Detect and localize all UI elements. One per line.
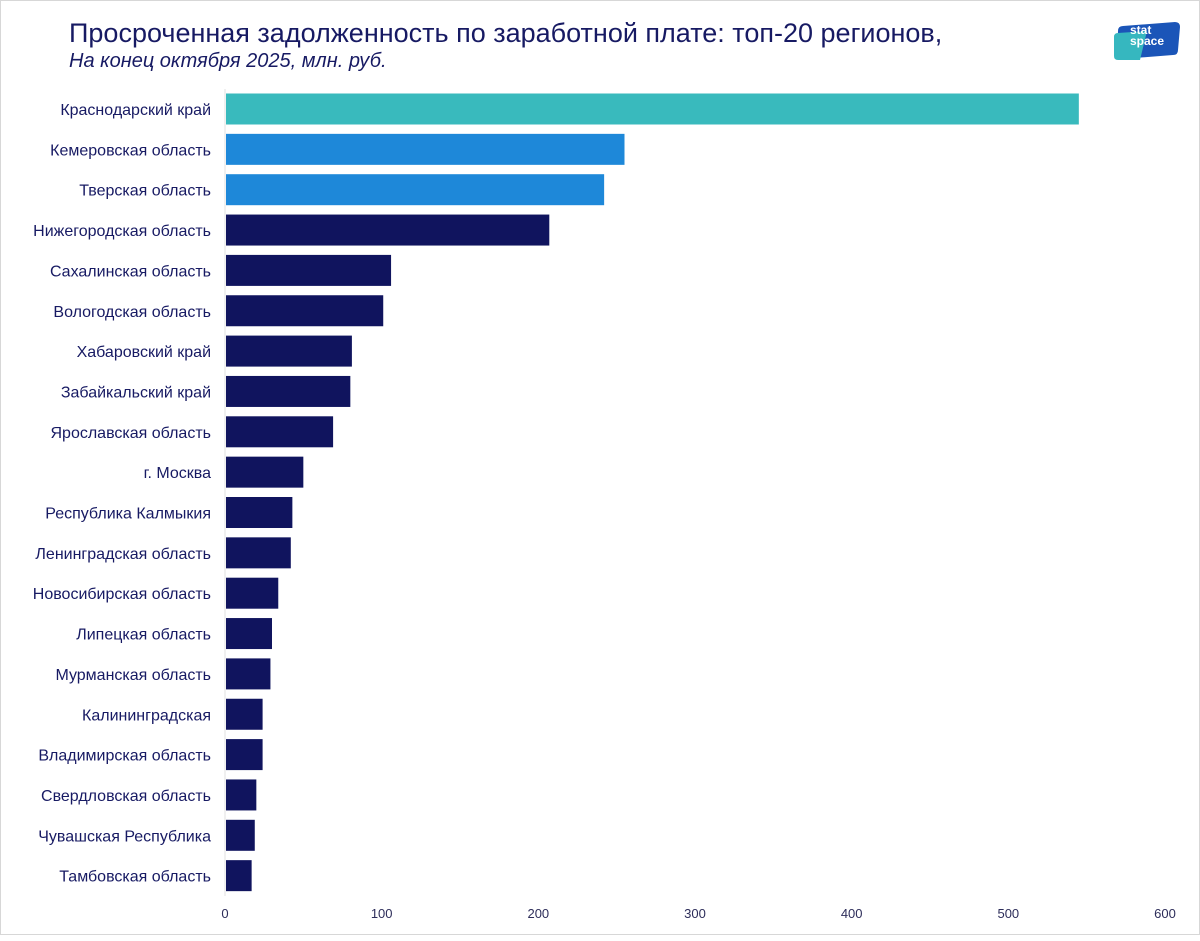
chart-subtitle: На конец октября 2025, млн. руб. xyxy=(69,50,387,72)
category-label-11: Республика Калмыкия xyxy=(45,506,211,523)
bar-15 xyxy=(226,658,271,690)
bar-4 xyxy=(226,214,550,246)
x-tick-label-200: 200 xyxy=(527,906,549,921)
bar-16 xyxy=(226,698,263,730)
bar-20 xyxy=(226,860,252,892)
category-label-7: Хабаровский край xyxy=(77,344,211,361)
bar-14 xyxy=(226,618,272,650)
bar-18 xyxy=(226,779,257,811)
x-tick-label-300: 300 xyxy=(684,906,706,921)
category-label-15: Мурманская область xyxy=(55,667,211,684)
category-label-19: Чувашская Республика xyxy=(38,828,211,845)
category-label-10: г. Москва xyxy=(144,465,212,482)
category-label-16: Калининградская xyxy=(82,707,211,724)
category-label-12: Ленинградская область xyxy=(35,546,211,563)
bar-2 xyxy=(226,133,625,165)
bar-8 xyxy=(226,375,351,407)
bar-19 xyxy=(226,819,255,851)
category-label-3: Тверская область xyxy=(79,183,211,200)
category-label-13: Новосибирская область xyxy=(33,586,211,603)
logo-line-1: stat xyxy=(1130,23,1152,37)
category-label-5: Сахалинская область xyxy=(50,263,211,280)
bar-1 xyxy=(226,93,1079,125)
bar-3 xyxy=(226,174,605,206)
bar-6 xyxy=(226,295,384,327)
category-label-18: Свердловская область xyxy=(41,788,211,805)
x-tick-label-0: 0 xyxy=(221,906,228,921)
category-label-1: Краснодарский край xyxy=(60,102,211,119)
x-tick-label-600: 600 xyxy=(1154,906,1176,921)
category-label-6: Вологодская область xyxy=(53,304,211,321)
category-label-2: Кемеровская область xyxy=(50,142,211,159)
bar-7 xyxy=(226,335,352,367)
bar-5 xyxy=(226,254,392,286)
x-tick-label-500: 500 xyxy=(997,906,1019,921)
logo-shape-icon xyxy=(1114,22,1180,60)
category-label-14: Липецкая область xyxy=(76,627,211,644)
bar-11 xyxy=(226,497,293,528)
category-label-20: Тамбовская область xyxy=(59,869,211,886)
chart-title: Просроченная задолженность по заработной… xyxy=(69,18,943,48)
logo-text: stat space xyxy=(1130,23,1165,48)
category-label-9: Ярославская область xyxy=(50,425,211,442)
bar-12 xyxy=(226,537,291,569)
category-label-17: Владимирская область xyxy=(38,748,211,765)
x-tick-label-400: 400 xyxy=(841,906,863,921)
bar-13 xyxy=(226,577,279,609)
logo-line-2: space xyxy=(1130,34,1165,48)
bar-9 xyxy=(226,416,334,448)
x-tick-label-100: 100 xyxy=(371,906,393,921)
bar-10 xyxy=(226,456,304,488)
statspace-logo: stat space xyxy=(1112,21,1182,61)
category-label-4: Нижегородская область xyxy=(33,223,211,240)
bar-17 xyxy=(226,739,263,771)
category-label-8: Забайкальский край xyxy=(61,384,211,401)
